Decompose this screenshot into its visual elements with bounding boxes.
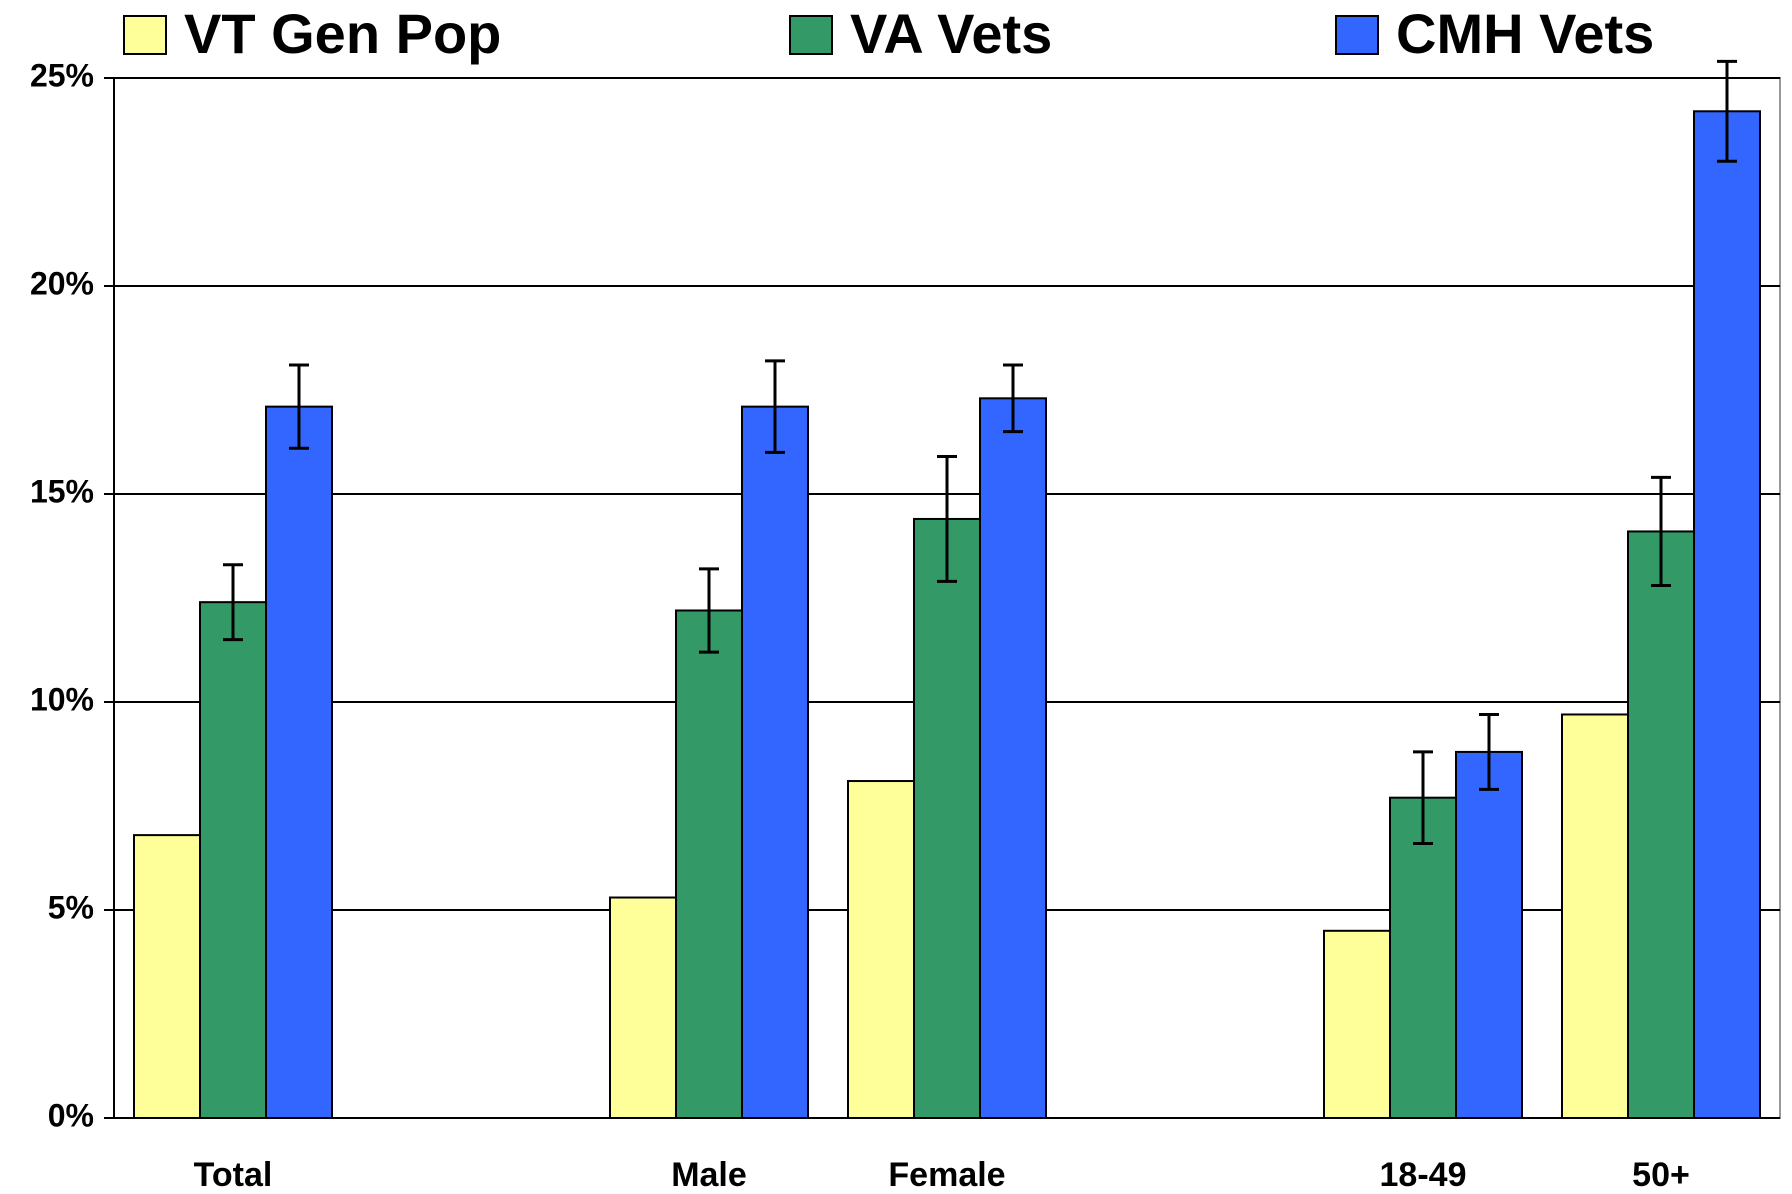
legend-label: VA Vets — [850, 2, 1052, 65]
bar — [1323, 929, 1391, 1119]
y-tick-label: 5% — [48, 889, 94, 925]
bar — [265, 405, 333, 1119]
bar — [979, 397, 1047, 1119]
bar — [847, 780, 915, 1119]
bar — [199, 601, 267, 1119]
bar — [133, 834, 201, 1119]
bar — [1561, 713, 1629, 1119]
x-tick-label: Total — [194, 1156, 273, 1194]
y-tick-label: 20% — [30, 265, 94, 301]
legend-label: CMH Vets — [1396, 2, 1654, 65]
bar — [913, 517, 981, 1119]
bar — [1389, 796, 1457, 1119]
bar — [675, 609, 743, 1119]
y-tick-label: 15% — [30, 473, 94, 509]
legend-swatch — [123, 15, 167, 55]
y-tick-label: 25% — [30, 57, 94, 93]
legend-swatch — [1335, 15, 1379, 55]
bar — [741, 405, 809, 1119]
bar — [1627, 530, 1695, 1119]
bar — [609, 896, 677, 1120]
bar — [1455, 750, 1523, 1119]
x-tick-label: 50+ — [1632, 1156, 1690, 1194]
x-tick-label: Female — [888, 1156, 1005, 1194]
x-tick-label: Male — [671, 1156, 747, 1194]
y-tick-label: 0% — [48, 1097, 94, 1133]
x-tick-label: 18-49 — [1380, 1156, 1467, 1194]
bar — [1693, 110, 1761, 1119]
legend-label: VT Gen Pop — [184, 2, 501, 65]
legend-swatch — [789, 15, 833, 55]
y-tick-label: 10% — [30, 681, 94, 717]
